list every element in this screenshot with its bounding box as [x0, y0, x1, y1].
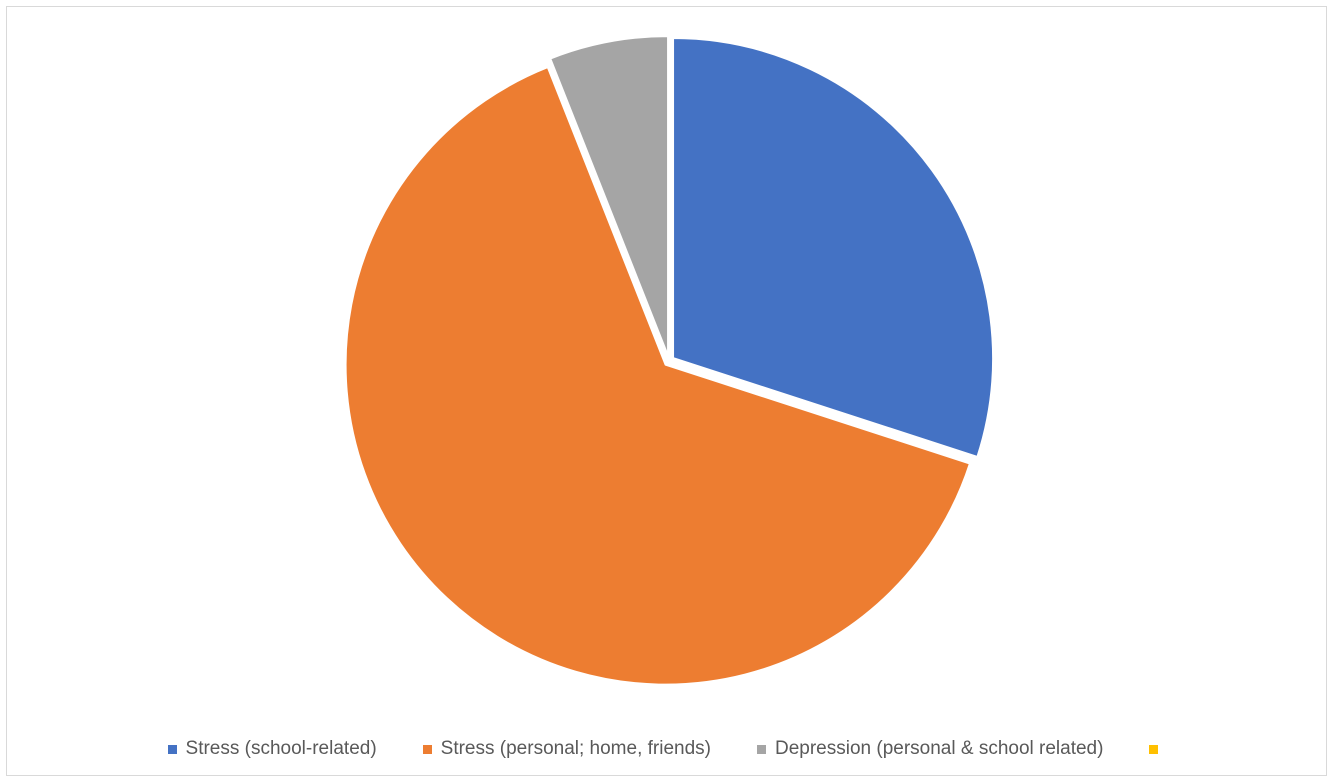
legend-label-1: Stress (school-related) — [185, 738, 377, 759]
pie-slice-3 — [549, 35, 670, 358]
legend: Stress (school-related) Stress (personal;… — [7, 734, 1328, 764]
legend-item-2: Stress (personal; home, friends) — [422, 738, 711, 760]
legend-label-3: Depression (personal & school related) — [775, 738, 1104, 759]
pie-slice-1 — [672, 37, 995, 458]
legend-swatch-2 — [422, 744, 432, 754]
legend-swatch-1 — [167, 744, 177, 754]
pie-chart — [344, 35, 995, 686]
legend-item-1: Stress (school-related) — [167, 738, 377, 760]
legend-item-3: Depression (personal & school related) — [757, 738, 1103, 760]
legend-swatch-4 — [1149, 744, 1159, 754]
chart-area: Stress (school-related) Stress (personal;… — [6, 6, 1327, 776]
legend-item-4 — [1149, 744, 1167, 754]
pie-slice-2 — [344, 66, 971, 686]
legend-label-2: Stress (personal; home, friends) — [440, 738, 711, 759]
legend-swatch-3 — [757, 744, 766, 754]
